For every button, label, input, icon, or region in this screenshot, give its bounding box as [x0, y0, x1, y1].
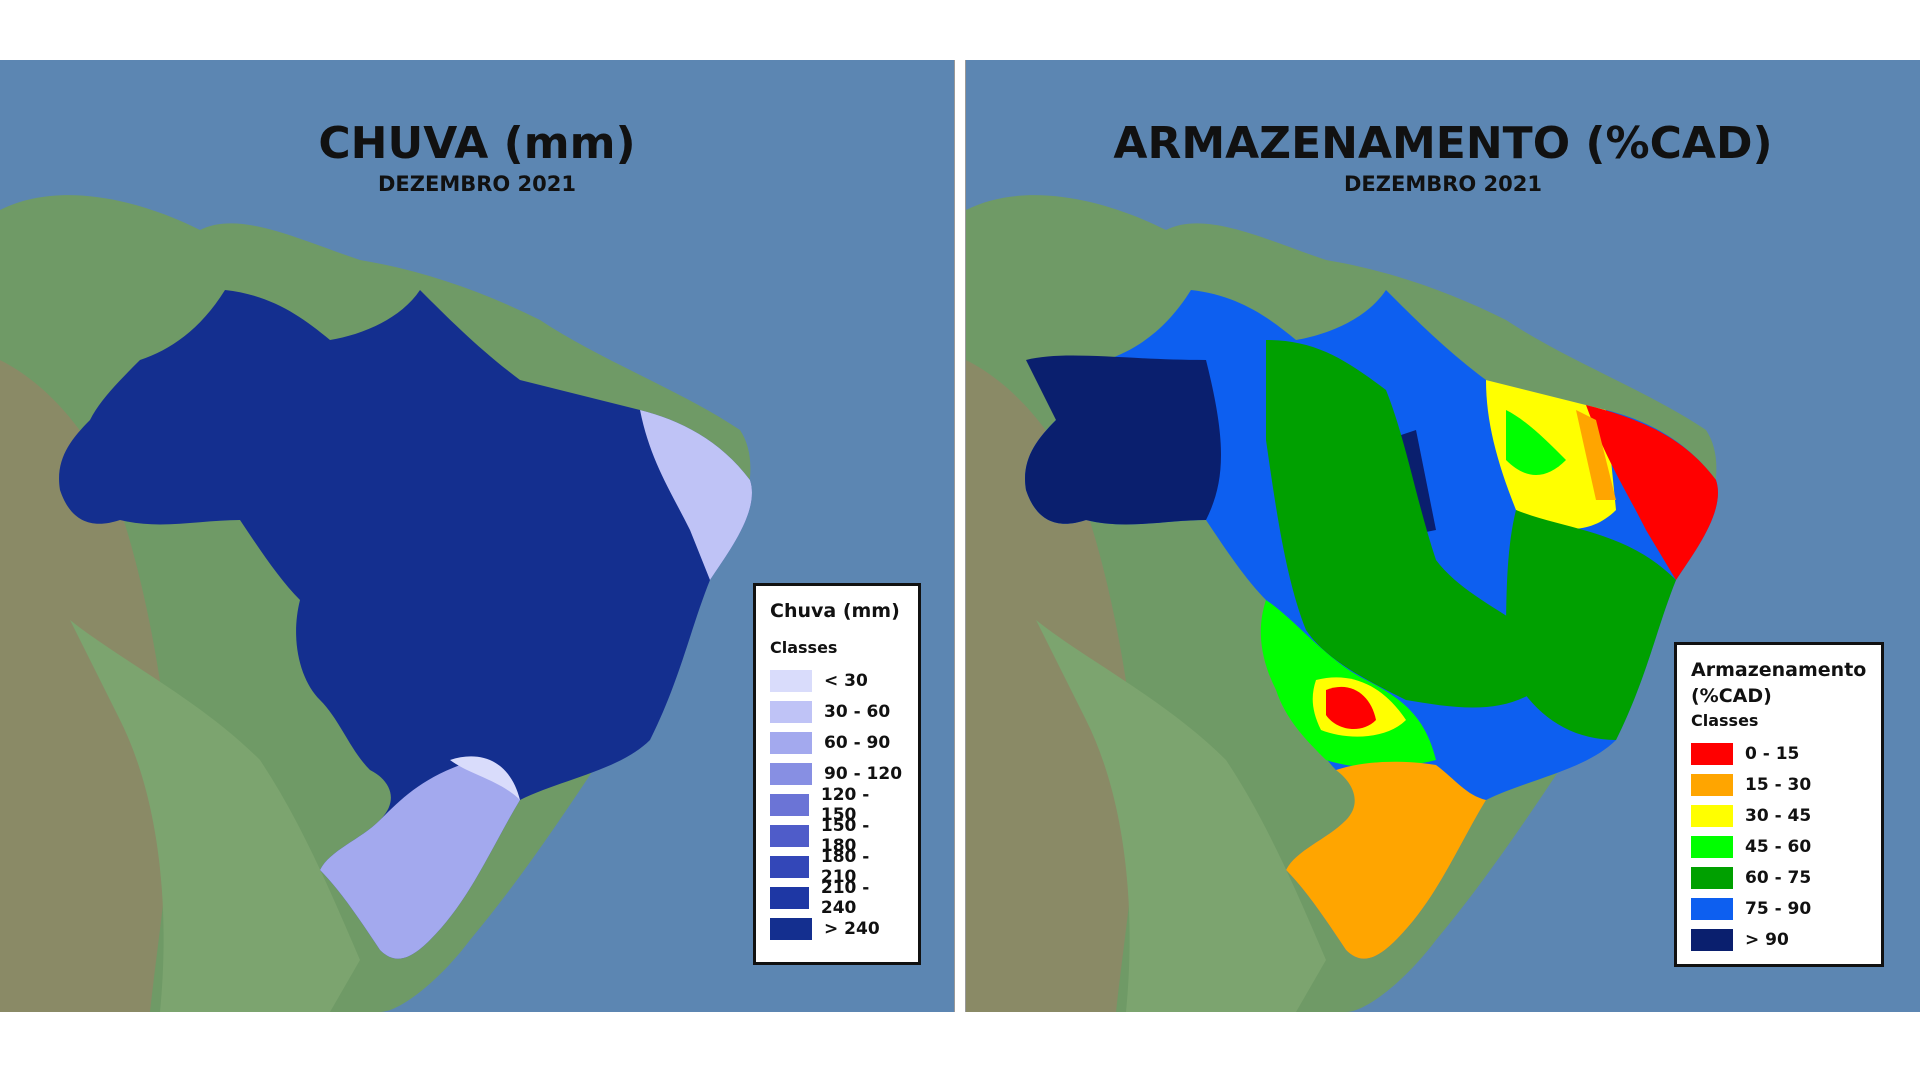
legend-swatch: [770, 762, 812, 785]
legend-label: 120 - 150: [820, 784, 870, 825]
legend-swatch: [770, 917, 812, 940]
legend-label: > 90: [1745, 929, 1789, 950]
storage-map-image: [966, 60, 1920, 1012]
legend-item: 60 - 75: [1691, 862, 1867, 893]
legend-label: 45 - 60: [1745, 836, 1812, 857]
legend-label: 30 - 60: [824, 701, 891, 722]
legend-swatch: [1691, 773, 1733, 796]
legend-item: 30 - 45: [1691, 800, 1867, 831]
legend-classes-label: Classes: [1691, 711, 1759, 730]
storage-legend: Armazenamento (%CAD) Classes 0 - 15 15 -…: [1674, 642, 1884, 967]
rainfall-legend: Chuva (mm) Classes < 30 30 - 60 60 - 90 …: [753, 583, 921, 965]
legend-item: > 240: [770, 913, 904, 944]
rainfall-map-panel: CHUVA (mm) DEZEMBRO 2021 Chuva (mm) Clas…: [0, 60, 955, 1012]
legend-item: 75 - 90: [1691, 893, 1867, 924]
legend-label: 210 - 240: [820, 877, 870, 918]
rainfall-map-subtitle: DEZEMBRO 2021: [377, 172, 577, 196]
legend-swatch: [770, 700, 812, 723]
legend-item: 45 - 60: [1691, 831, 1867, 862]
legend-swatch: [1691, 897, 1733, 920]
legend-classes-label: Classes: [770, 638, 838, 657]
legend-swatch: [1691, 866, 1733, 889]
legend-label: < 30: [824, 670, 868, 691]
legend-label: 30 - 45: [1745, 805, 1812, 826]
legend-item: 180 - 210: [770, 847, 904, 887]
storage-map-panel: ARMAZENAMENTO (%CAD) DEZEMBRO 2021 Armaz…: [965, 60, 1920, 1012]
brazil-shape: [59, 290, 752, 959]
legend-item: 30 - 60: [770, 696, 904, 727]
legend-label: > 240: [824, 918, 880, 939]
legend-label: 75 - 90: [1745, 898, 1812, 919]
legend-swatch: [1691, 928, 1733, 951]
legend-item: > 90: [1691, 924, 1867, 955]
legend-title: Chuva (mm): [770, 600, 900, 622]
legend-swatch: [770, 855, 809, 878]
legend-swatch: [1691, 835, 1733, 858]
legend-swatch: [1691, 742, 1733, 765]
legend-label: 60 - 75: [1745, 867, 1812, 888]
legend-item: < 30: [770, 665, 904, 696]
legend-item: 60 - 90: [770, 727, 904, 758]
legend-swatch: [770, 824, 809, 847]
legend-label: 90 - 120: [824, 763, 903, 784]
legend-item: 90 - 120: [770, 758, 904, 789]
legend-swatch: [770, 793, 809, 816]
legend-item: 120 - 150: [770, 785, 904, 825]
legend-label: 180 - 210: [820, 846, 870, 887]
legend-item: 150 - 180: [770, 816, 904, 856]
legend-item: 210 - 240: [770, 878, 904, 918]
legend-swatch: [770, 886, 809, 909]
legend-swatch: [770, 731, 812, 754]
legend-swatch: [1691, 804, 1733, 827]
storage-map-subtitle: DEZEMBRO 2021: [1343, 172, 1543, 196]
legend-item: 15 - 30: [1691, 769, 1867, 800]
rainfall-map-title: CHUVA (mm): [318, 118, 636, 169]
legend-swatch: [770, 669, 812, 692]
legend-item: 0 - 15: [1691, 738, 1867, 769]
legend-label: 15 - 30: [1745, 774, 1812, 795]
rainfall-map-image: [0, 60, 954, 1012]
storage-map-title: ARMAZENAMENTO (%CAD): [1113, 118, 1773, 169]
legend-title: Armazenamento (%CAD): [1691, 659, 1867, 707]
legend-label: 0 - 15: [1745, 743, 1800, 764]
legend-label: 150 - 180: [820, 815, 870, 856]
legend-label: 60 - 90: [824, 732, 891, 753]
